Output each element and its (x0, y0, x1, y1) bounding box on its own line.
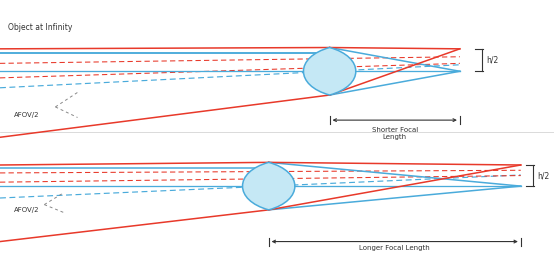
PathPatch shape (243, 162, 295, 210)
Text: AFOV/2: AFOV/2 (14, 207, 39, 213)
Text: Shorter Focal
Length: Shorter Focal Length (372, 127, 418, 140)
Text: Object at Infinity: Object at Infinity (8, 23, 73, 32)
Text: AFOV/2: AFOV/2 (14, 112, 39, 118)
PathPatch shape (304, 48, 356, 95)
Text: h/2: h/2 (537, 171, 550, 180)
Text: h/2: h/2 (486, 55, 499, 65)
Text: Longer Focal Length: Longer Focal Length (360, 245, 430, 251)
